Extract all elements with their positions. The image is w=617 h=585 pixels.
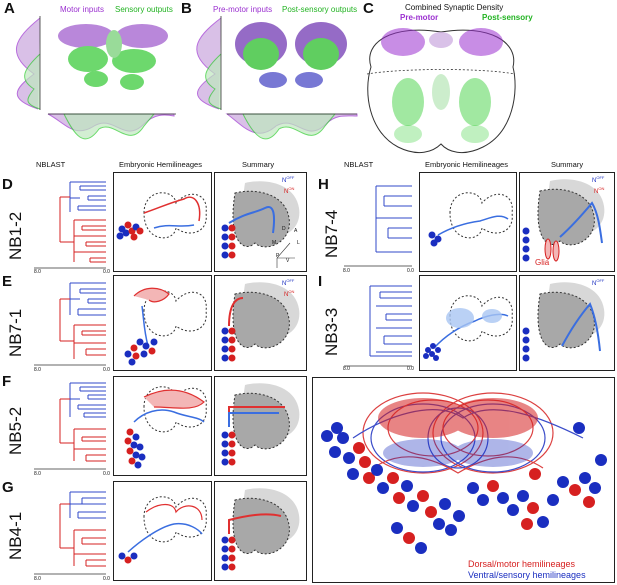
panel-c-postsensory-label: Post-sensory — [482, 13, 533, 22]
panel-b-postsensory-label: Post-sensory outputs — [282, 5, 358, 14]
panel-j-legend-ventral: Ventral/sensory hemilineages — [468, 570, 586, 580]
panel-f-summary-box — [214, 376, 307, 476]
header-embryonic-right: Embryonic Hemilineages — [425, 160, 508, 169]
panel-label-b: B — [181, 0, 192, 17]
panel-e-embryonic-box — [113, 275, 212, 371]
panel-label-d: D — [2, 176, 13, 193]
panel-label-f: F — [2, 373, 12, 390]
orientation-p: P — [276, 253, 280, 259]
panel-e-tick-right: 0.0 — [103, 367, 110, 373]
notch-off-label: N — [282, 178, 287, 184]
panel-h-dendrogram — [344, 185, 412, 267]
panel-c-density-map — [366, 28, 516, 154]
panel-j-legend-dorsal: Dorsal/motor hemilineages — [468, 559, 576, 569]
panel-d-dendrogram — [34, 181, 106, 269]
panel-label-i: I — [318, 273, 323, 290]
panel-label-c: C — [363, 0, 374, 17]
panel-b-premotor-label: Pre-motor inputs — [213, 5, 273, 14]
panel-label-h: H — [318, 176, 329, 193]
panel-d-tick-right: 0.0 — [103, 269, 110, 275]
panel-f-name: NB5-2 — [6, 406, 25, 455]
panel-c-premotor-label: Pre-motor — [400, 13, 439, 22]
notch-on-label: N — [284, 292, 289, 298]
orientation-m: M — [272, 240, 277, 246]
panel-g-tick-left: 8.0 — [34, 576, 41, 582]
panel-d-summary-box — [214, 172, 307, 272]
panel-h-notch-legend: NOFF NON — [592, 174, 604, 196]
panel-f-tick-left: 8.0 — [34, 471, 41, 477]
panel-e-dendrogram — [34, 282, 106, 366]
notch-on-label: N — [284, 189, 289, 195]
panel-a-sensory-label: Sensory outputs — [115, 5, 173, 14]
notch-on-sup: ON — [288, 289, 295, 294]
panel-h-embryonic-box — [419, 172, 517, 272]
panel-e-tick-left: 8.0 — [34, 367, 41, 373]
panel-h-tick-right: 0.0 — [407, 268, 414, 274]
header-nblast-right: NBLAST — [344, 160, 374, 169]
panel-i-summary-box — [519, 275, 615, 371]
panel-a-plot — [16, 16, 176, 140]
panel-h-glia-label: Glia — [535, 258, 550, 267]
header-summary-right: Summary — [551, 160, 584, 169]
panel-h-tick-left: 8.0 — [343, 268, 350, 274]
panel-label-g: G — [2, 479, 14, 496]
panel-g-name: NB4-1 — [6, 511, 25, 560]
panel-i-name: NB3-3 — [322, 307, 341, 356]
panel-d-name: NB1-2 — [6, 211, 25, 260]
notch-off-sup: OFF — [596, 175, 605, 180]
panel-e-name: NB7-1 — [6, 308, 25, 357]
notch-off-label: N — [592, 178, 597, 184]
panel-label-e: E — [2, 273, 13, 290]
panel-f-tick-right: 0.0 — [103, 471, 110, 477]
notch-on-sup: ON — [598, 186, 605, 191]
panel-f-embryonic-box — [113, 376, 212, 476]
orientation-v: V — [286, 258, 290, 264]
panel-i-tick-left: 8.0 — [343, 366, 350, 372]
notch-off-sup: OFF — [286, 278, 295, 283]
panel-a-motor-label: Motor inputs — [60, 5, 105, 14]
panel-c-title: Combined Synaptic Density — [405, 3, 504, 12]
panel-i-dendrogram — [344, 285, 412, 367]
panel-d-embryonic-box — [113, 172, 212, 272]
panel-i-notch-legend: NOFF — [592, 277, 604, 288]
header-nblast-left: NBLAST — [36, 160, 66, 169]
panel-b-plot — [196, 16, 358, 140]
header-summary-left: Summary — [242, 160, 275, 169]
orientation-a: A — [294, 228, 298, 234]
panel-g-embryonic-box — [113, 481, 212, 581]
panel-h-summary-box — [519, 172, 615, 272]
orientation-l: L — [297, 240, 300, 246]
panel-d-notch-legend: NOFF NON — [282, 174, 294, 196]
panel-e-notch-legend: NOFF NON — [282, 277, 294, 299]
notch-off-sup: OFF — [286, 175, 295, 180]
notch-off-label: N — [282, 281, 287, 287]
panel-i-tick-right: 0.0 — [407, 366, 414, 372]
panel-j-box — [312, 377, 615, 583]
panel-i-embryonic-box — [419, 275, 517, 371]
notch-off-sup: OFF — [596, 278, 605, 283]
orientation-d: D — [282, 226, 286, 232]
panel-f-dendrogram — [34, 382, 106, 470]
panel-h-name: NB7-4 — [322, 209, 341, 258]
panel-g-tick-right: 0.0 — [103, 576, 110, 582]
panel-label-a: A — [4, 0, 15, 17]
notch-on-label: N — [594, 189, 599, 195]
header-embryonic-left: Embryonic Hemilineages — [119, 160, 202, 169]
panel-e-summary-box — [214, 275, 307, 371]
panel-g-dendrogram — [34, 491, 106, 575]
notch-on-sup: ON — [288, 186, 295, 191]
panel-d-tick-left: 8.0 — [34, 269, 41, 275]
notch-off-label: N — [592, 281, 597, 287]
panel-g-summary-box — [214, 481, 307, 581]
